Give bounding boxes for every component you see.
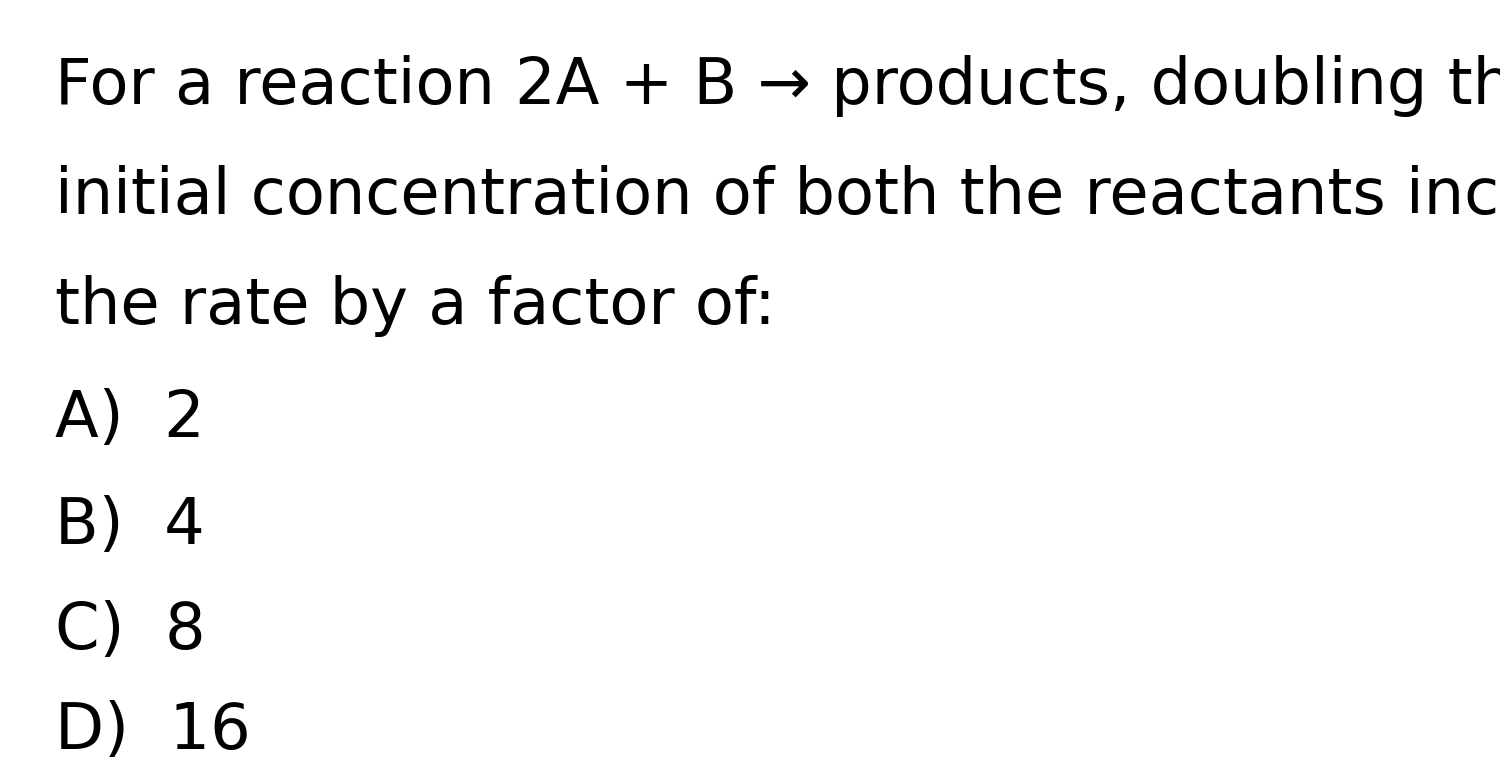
Text: the rate by a factor of:: the rate by a factor of: <box>56 275 776 337</box>
Text: B)  4: B) 4 <box>56 495 204 557</box>
Text: D)  16: D) 16 <box>56 700 250 762</box>
Text: initial concentration of both the reactants increases: initial concentration of both the reacta… <box>56 165 1500 227</box>
Text: For a reaction 2A + B → products, doubling the: For a reaction 2A + B → products, doubli… <box>56 55 1500 117</box>
Text: A)  2: A) 2 <box>56 388 204 450</box>
Text: C)  8: C) 8 <box>56 600 206 662</box>
